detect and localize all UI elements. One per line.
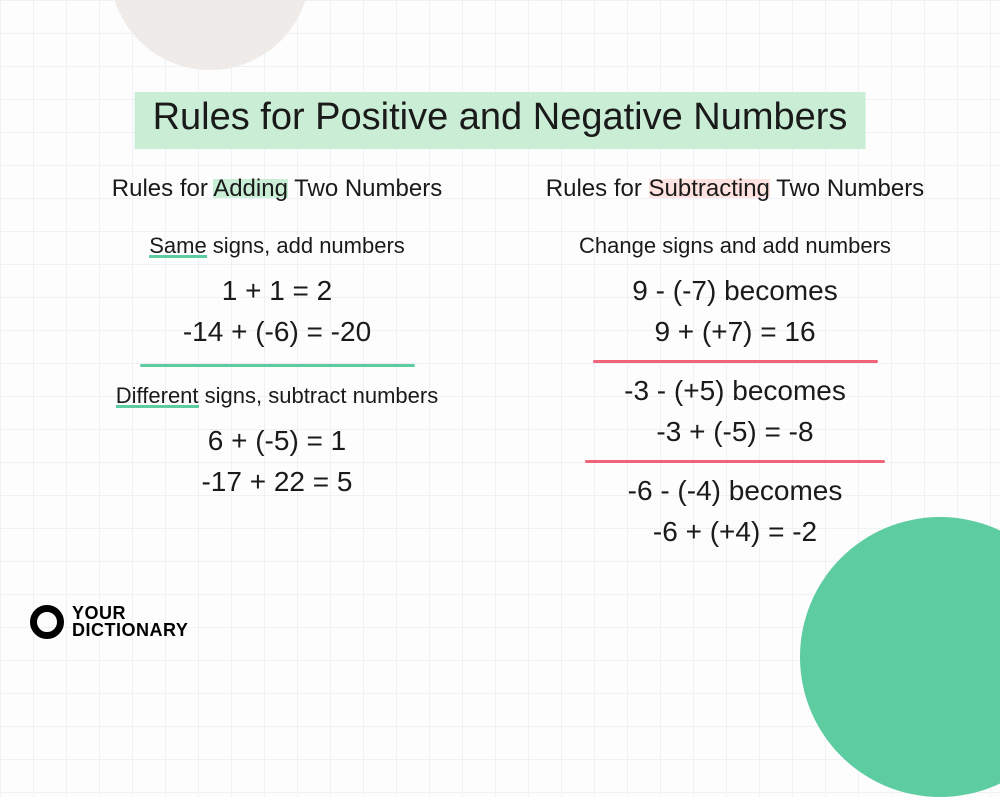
- adding-rules-column: Rules for Adding Two Numbers Same signs,…: [62, 175, 492, 502]
- subtracting-heading-post: Two Numbers: [770, 175, 924, 202]
- equation-add-3: 6 + (-5) = 1: [62, 421, 492, 462]
- main-title: Rules for Positive and Negative Numbers: [135, 92, 866, 149]
- green-divider: [140, 364, 415, 367]
- subtracting-rules-column: Rules for Subtracting Two Numbers Change…: [520, 175, 950, 553]
- different-signs-underline: Different: [116, 383, 199, 408]
- equation-add-1: 1 + 1 = 2: [62, 271, 492, 312]
- equation-add-2: -14 + (-6) = -20: [62, 312, 492, 353]
- different-signs-label: Different signs, subtract numbers: [116, 383, 438, 409]
- same-signs-rest: signs, add numbers: [207, 233, 405, 258]
- subtracting-heading-highlight: Subtracting: [649, 175, 770, 202]
- equation-add-4: -17 + 22 = 5: [62, 462, 492, 503]
- adding-heading: Rules for Adding Two Numbers: [62, 175, 492, 203]
- different-signs-rest: signs, subtract numbers: [199, 383, 439, 408]
- equation-sub-6: -6 + (+4) = -2: [520, 512, 950, 553]
- adding-heading-post: Two Numbers: [288, 175, 442, 202]
- adding-heading-highlight: Adding: [213, 175, 288, 202]
- infographic-content: Rules for Positive and Negative Numbers …: [0, 0, 1000, 667]
- equation-sub-3: -3 - (+5) becomes: [520, 371, 950, 412]
- logo-line2: DICTIONARY: [72, 622, 188, 639]
- logo: YOUR DICTIONARY: [30, 605, 188, 639]
- pink-divider-2: [585, 460, 885, 463]
- change-signs-label: Change signs and add numbers: [579, 233, 891, 259]
- equation-sub-4: -3 + (-5) = -8: [520, 412, 950, 453]
- subtracting-heading-pre: Rules for: [546, 175, 649, 202]
- equation-sub-1: 9 - (-7) becomes: [520, 271, 950, 312]
- pink-divider-1: [593, 360, 878, 363]
- logo-text: YOUR DICTIONARY: [72, 605, 188, 639]
- same-signs-label: Same signs, add numbers: [149, 233, 405, 259]
- equation-sub-2: 9 + (+7) = 16: [520, 312, 950, 353]
- same-signs-underline: Same: [149, 233, 206, 258]
- adding-heading-pre: Rules for: [112, 175, 213, 202]
- logo-icon: [30, 605, 64, 639]
- subtracting-heading: Rules for Subtracting Two Numbers: [520, 175, 950, 203]
- equation-sub-5: -6 - (-4) becomes: [520, 471, 950, 512]
